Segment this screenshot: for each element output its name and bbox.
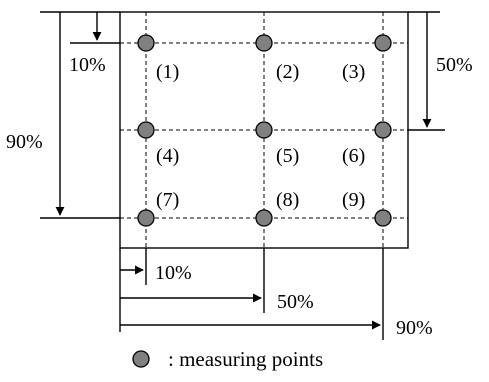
- measuring-point-6-icon: [374, 121, 392, 139]
- point-labels: (1) (2) (3) (4) (5) (6) (7) (8) (9): [156, 61, 365, 211]
- gray-circle-icon: [132, 350, 150, 368]
- measuring-point-2-icon: [255, 34, 273, 52]
- point-label-8: (8): [276, 189, 299, 211]
- measuring-point-8-icon: [255, 209, 273, 227]
- measuring-point-4-icon: [137, 121, 155, 139]
- point-label-7: (7): [156, 189, 179, 211]
- point-label-6: (6): [342, 145, 365, 167]
- dimension-arrows: [55, 12, 432, 330]
- point-label-4: (4): [156, 145, 179, 167]
- point-label-3: (3): [342, 61, 365, 83]
- measuring-point-3-icon: [374, 34, 392, 52]
- measuring-point-1-icon: [137, 34, 155, 52]
- point-label-5: (5): [276, 145, 299, 167]
- measuring-points: [137, 34, 392, 227]
- point-label-2: (2): [276, 61, 299, 83]
- measuring-point-5-icon: [255, 121, 273, 139]
- point-label-1: (1): [156, 61, 179, 83]
- point-label-9: (9): [342, 189, 365, 211]
- bottom-offset-label-10: 10%: [155, 262, 192, 284]
- left-offset-label: 90%: [6, 131, 43, 153]
- legend: : measuring points: [132, 347, 323, 371]
- extension-lines: [40, 11, 445, 340]
- bottom-offset-label-50: 50%: [277, 291, 314, 313]
- legend-label: : measuring points: [168, 347, 323, 371]
- measuring-point-7-icon: [137, 209, 155, 227]
- right-offset-label: 50%: [436, 54, 473, 76]
- top-offset-label: 10%: [69, 54, 106, 76]
- measuring-point-9-icon: [374, 209, 392, 227]
- bottom-offset-label-90: 90%: [396, 317, 433, 339]
